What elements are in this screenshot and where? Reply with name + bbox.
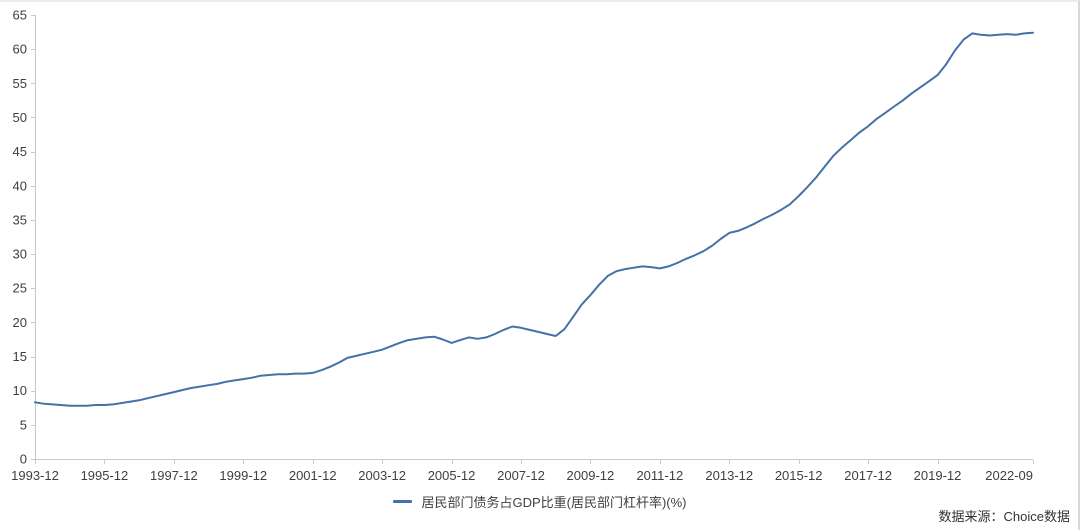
y-axis-label: 65 (13, 8, 27, 23)
y-axis-label: 5 (20, 417, 27, 432)
y-axis-label: 35 (13, 212, 27, 227)
x-axis-label: 2003-12 (358, 468, 406, 483)
x-axis-label: 2017-12 (844, 468, 892, 483)
y-axis-label: 0 (20, 452, 27, 467)
x-axis-label: 2015-12 (775, 468, 823, 483)
legend-line-icon (393, 500, 413, 503)
x-axis-label: 2009-12 (567, 468, 615, 483)
series-line (34, 31, 1034, 407)
y-axis-label: 25 (13, 281, 27, 296)
y-axis-label: 60 (13, 42, 27, 57)
x-axis-label: 1993-12 (11, 468, 59, 483)
y-axis-label: 10 (13, 383, 27, 398)
x-axis-label: 2007-12 (497, 468, 545, 483)
data-source-label: 数据来源：Choice数据 (938, 509, 1070, 524)
x-axis-label: 2001-12 (289, 468, 337, 483)
legend-label: 居民部门债务占GDP比重(居民部门杠杆率)(%) (421, 495, 687, 510)
y-axis-label: 20 (13, 315, 27, 330)
x-axis-label: 2013-12 (705, 468, 753, 483)
y-axis-label: 50 (13, 110, 27, 125)
x-axis-label: 1995-12 (81, 468, 129, 483)
line-chart: 0 5 10 15 20 25 30 35 40 45 50 55 60 65 1993-12 1995-12… (11, 8, 1034, 483)
y-axis-label: 55 (13, 76, 27, 91)
x-axis-label: 2019-12 (914, 468, 962, 483)
y-axis-label: 15 (13, 349, 27, 364)
x-axis-label: 2005-12 (428, 468, 476, 483)
y-axis-label: 30 (13, 247, 27, 262)
x-axis-label: 2022-09 (985, 468, 1033, 483)
y-axis-label: 40 (13, 178, 27, 193)
legend: 居民部门债务占GDP比重(居民部门杠杆率)(%) (0, 492, 1078, 511)
x-axis-label: 1997-12 (150, 468, 198, 483)
y-axis-label: 45 (13, 144, 27, 159)
x-axis-label: 2011-12 (636, 468, 683, 483)
x-axis-label: 1999-12 (219, 468, 267, 483)
